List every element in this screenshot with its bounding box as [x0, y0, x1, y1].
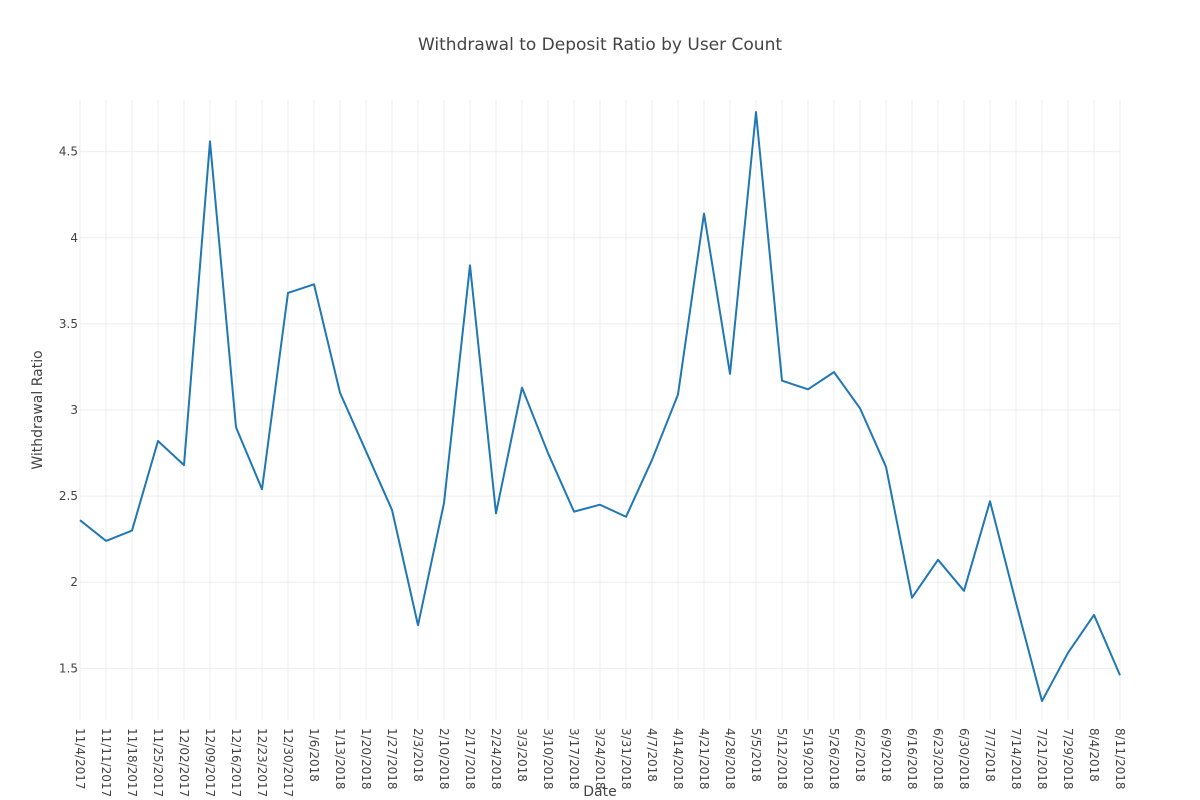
- series-line: [79, 111, 1121, 703]
- x-tick-label: 8/11/2018: [1113, 728, 1127, 790]
- y-gridlines: [80, 151, 1120, 669]
- x-tick-label: 3/31/2018: [619, 728, 633, 790]
- y-tick-label: 2.5: [59, 489, 78, 503]
- x-tick-label: 1/20/2018: [359, 728, 373, 790]
- x-tick-label: 2/10/2018: [437, 728, 451, 790]
- x-tick-label: 4/28/2018: [723, 728, 737, 790]
- x-tick-label: 11/11/2017: [99, 728, 113, 797]
- x-tick-label: 5/5/2018: [749, 728, 763, 782]
- x-tick-label: 12/30/2017: [281, 728, 295, 797]
- x-tick-label: 11/18/2017: [125, 728, 139, 797]
- x-tick-label: 2/24/2018: [489, 728, 503, 790]
- y-tick-label: 4.5: [59, 145, 78, 159]
- x-tick-label: 7/29/2018: [1061, 728, 1075, 790]
- x-tick-label: 12/09/2017: [203, 728, 217, 797]
- x-tick-label: 4/21/2018: [697, 728, 711, 790]
- x-tick-label: 4/14/2018: [671, 728, 685, 790]
- y-tick-label: 3.5: [59, 317, 78, 331]
- x-tick-label: 3/24/2018: [593, 728, 607, 790]
- x-tick-label: 5/26/2018: [827, 728, 841, 790]
- y-tick-label: 3: [70, 403, 78, 417]
- x-tick-label: 6/23/2018: [931, 728, 945, 790]
- x-tick-label: 7/7/2018: [983, 728, 997, 782]
- x-tick-label: 5/12/2018: [775, 728, 789, 790]
- chart-title: Withdrawal to Deposit Ratio by User Coun…: [418, 35, 782, 55]
- x-tick-label: 3/17/2018: [567, 728, 581, 790]
- x-tick-label: 2/17/2018: [463, 728, 477, 790]
- x-tick-label: 12/02/2017: [177, 728, 191, 797]
- y-tick-label: 1.5: [59, 661, 78, 675]
- y-tick-label: 2: [70, 575, 78, 589]
- x-tick-label: 6/9/2018: [879, 728, 893, 782]
- x-tick-label: 1/27/2018: [385, 728, 399, 790]
- x-tick-label: 12/23/2017: [255, 728, 269, 797]
- x-axis-tick-labels: 11/4/2017 11/11/2017 11/18/2017 11/25/2017 1…: [73, 728, 1127, 797]
- x-tick-label: 6/2/2018: [853, 728, 867, 782]
- x-tick-label: 3/3/2018: [515, 728, 529, 782]
- x-tick-label: 11/25/2017: [151, 728, 165, 797]
- x-tick-label: 1/13/2018: [333, 728, 347, 790]
- x-axis-title: Date: [583, 784, 616, 800]
- x-tick-label: 6/30/2018: [957, 728, 971, 790]
- y-tick-label: 4: [70, 231, 78, 245]
- y-axis-tick-labels: 1.5 2 2.5 3 3.5 4 4.5: [59, 145, 78, 676]
- x-tick-label: 11/4/2017: [73, 728, 87, 790]
- x-tick-label: 5/19/2018: [801, 728, 815, 790]
- x-tick-label: 7/21/2018: [1035, 728, 1049, 790]
- y-axis-title: Withdrawal Ratio: [30, 350, 46, 469]
- x-tick-label: 4/7/2018: [645, 728, 659, 782]
- x-tick-label: 3/10/2018: [541, 728, 555, 790]
- x-tick-label: 8/4/2018: [1087, 728, 1101, 782]
- x-tick-label: 12/16/2017: [229, 728, 243, 797]
- x-tick-label: 1/6/2018: [307, 728, 321, 782]
- x-tick-label: 6/16/2018: [905, 728, 919, 790]
- x-tick-label: 7/14/2018: [1009, 728, 1023, 790]
- x-tick-label: 2/3/2018: [411, 728, 425, 782]
